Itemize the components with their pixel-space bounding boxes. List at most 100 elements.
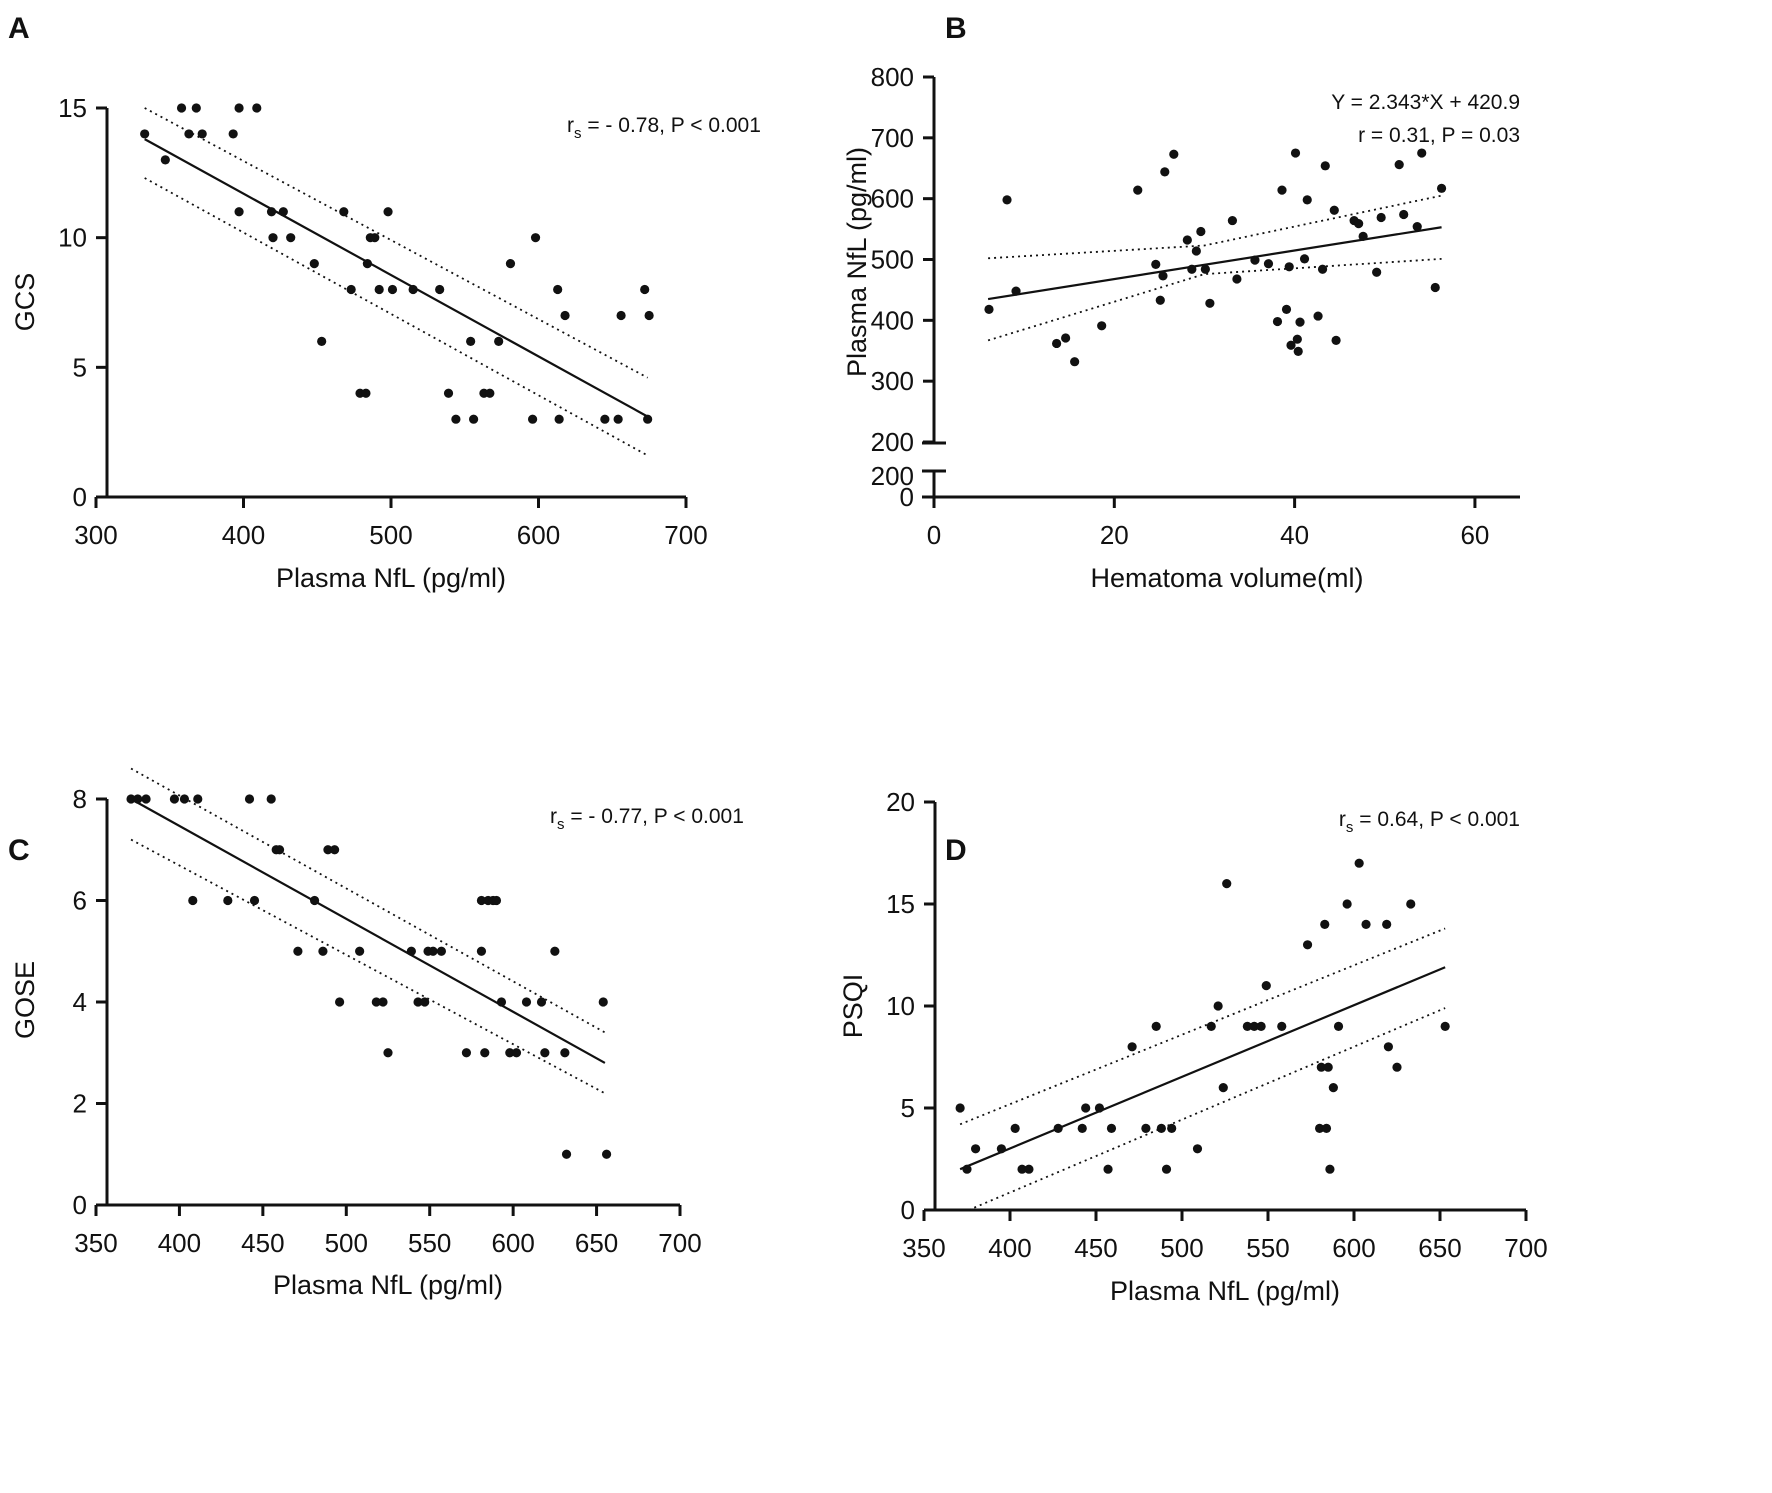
- data-point: [601, 1149, 612, 1159]
- data-point: [278, 207, 288, 217]
- x-tick-label: 700: [1504, 1233, 1547, 1263]
- panel-letter-c: C: [8, 834, 30, 867]
- regression-annotation-line: r = 0.31, P = 0.03: [1358, 124, 1520, 147]
- data-point: [141, 794, 151, 804]
- data-point: [1333, 1021, 1344, 1031]
- data-point: [387, 284, 398, 295]
- data-point: [184, 129, 194, 139]
- data-point: [1070, 357, 1080, 367]
- data-point: [140, 129, 150, 139]
- data-point: [984, 304, 994, 314]
- ci-upper-line: [144, 107, 649, 379]
- y-tick-label: 20: [886, 787, 915, 817]
- data-point: [1061, 333, 1071, 343]
- data-point: [1417, 148, 1427, 158]
- data-point: [176, 103, 187, 113]
- data-point: [640, 284, 650, 295]
- y-axis-title: GCS: [10, 273, 40, 332]
- data-point: [1299, 254, 1310, 264]
- data-point: [133, 794, 143, 804]
- data-point: [1412, 222, 1422, 232]
- panel-letter-a: A: [8, 12, 30, 45]
- data-point: [1277, 1021, 1287, 1031]
- panel-letter-d: D: [945, 834, 967, 867]
- regression-line: [130, 798, 606, 1064]
- data-point: [616, 310, 626, 321]
- regression-line: [959, 966, 1446, 1171]
- data-point: [428, 946, 438, 956]
- x-tick-label: 550: [1246, 1233, 1289, 1263]
- data-point: [1399, 209, 1409, 220]
- y-tick-label: 0: [73, 1190, 87, 1220]
- data-point: [1263, 259, 1274, 269]
- y-tick-label: 600: [871, 184, 914, 214]
- data-point: [1187, 264, 1197, 274]
- data-point: [550, 946, 560, 956]
- data-point: [451, 414, 461, 424]
- y-axis-title: Plasma NfL (pg/ml): [842, 147, 872, 377]
- data-point: [1151, 259, 1161, 269]
- data-point: [560, 310, 570, 321]
- data-point: [1392, 1062, 1402, 1072]
- data-point: [1323, 1062, 1333, 1072]
- data-point: [1227, 215, 1238, 226]
- data-point: [1354, 858, 1364, 868]
- data-point: [370, 233, 380, 243]
- data-point: [266, 207, 277, 217]
- data-point: [1383, 1042, 1393, 1052]
- y-tick-label: 0: [73, 482, 87, 512]
- data-point: [1331, 335, 1341, 346]
- data-point: [491, 895, 502, 906]
- x-tick-label: 400: [222, 520, 265, 550]
- data-point: [191, 103, 201, 113]
- y-tick-label: 15: [886, 889, 915, 919]
- data-point: [1277, 185, 1287, 195]
- data-point: [361, 388, 371, 398]
- data-point: [469, 414, 479, 424]
- data-point: [1094, 1103, 1105, 1113]
- x-tick-label: 650: [575, 1228, 618, 1258]
- data-point: [286, 233, 296, 243]
- y-tick-label: 5: [901, 1093, 915, 1123]
- data-point: [476, 946, 487, 956]
- data-point: [317, 336, 327, 346]
- data-point: [160, 155, 170, 165]
- data-point: [1002, 195, 1012, 205]
- data-point: [1169, 149, 1179, 159]
- data-point: [1222, 879, 1232, 889]
- data-point: [1141, 1123, 1151, 1133]
- data-point: [554, 414, 564, 424]
- x-axis-title: Plasma NfL (pg/ml): [1110, 1276, 1340, 1306]
- regression-annotation-line: Y = 2.343*X + 420.9: [1331, 91, 1520, 114]
- data-point: [1293, 346, 1303, 356]
- y-tick-label: 2: [73, 1089, 87, 1119]
- data-point: [1024, 1164, 1034, 1174]
- data-point: [1232, 274, 1242, 284]
- data-point: [1160, 167, 1170, 177]
- data-point: [1286, 340, 1296, 350]
- correlation-annotation: rs = - 0.78, P < 0.001: [567, 114, 761, 142]
- y-tick-label: 5: [73, 352, 87, 382]
- data-point: [1256, 1021, 1266, 1031]
- data-point: [179, 794, 190, 804]
- data-point: [561, 1149, 572, 1159]
- data-point: [309, 259, 319, 269]
- y-tick-label: 10: [886, 991, 915, 1021]
- data-point: [971, 1144, 981, 1154]
- data-point: [480, 1048, 490, 1058]
- data-point: [996, 1144, 1007, 1154]
- y-tick-label: 800: [871, 62, 914, 92]
- data-point: [1261, 981, 1271, 991]
- data-point: [1156, 1123, 1166, 1133]
- data-point: [1155, 295, 1165, 305]
- data-point: [1406, 899, 1416, 909]
- x-tick-label: 350: [74, 1228, 117, 1258]
- data-point: [1196, 226, 1206, 237]
- y-tick-label: 500: [871, 245, 914, 275]
- data-point: [461, 1048, 472, 1058]
- data-point: [560, 1048, 570, 1058]
- ci-upper-line: [130, 767, 606, 1034]
- data-point: [955, 1103, 965, 1113]
- data-point: [1316, 1062, 1326, 1072]
- data-point: [1342, 899, 1352, 909]
